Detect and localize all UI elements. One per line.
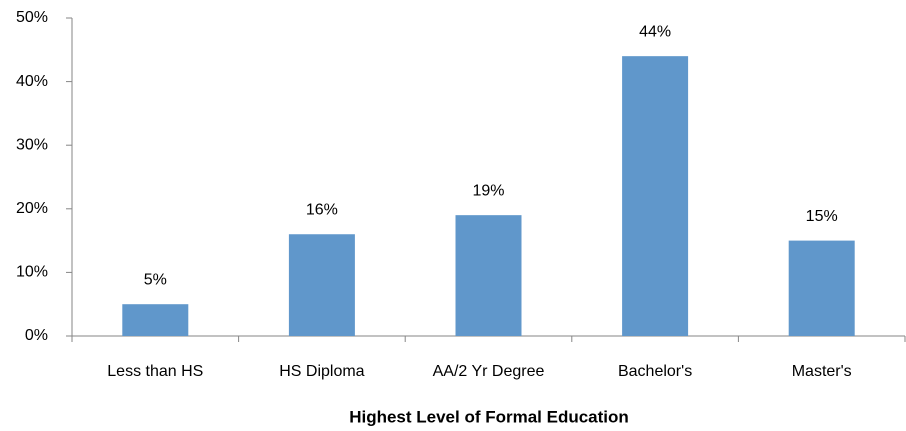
- bar: [122, 304, 189, 336]
- data-label: 15%: [806, 208, 838, 225]
- y-tick-label: 0%: [25, 327, 48, 344]
- bar: [622, 56, 689, 336]
- y-tick-label: 20%: [16, 200, 48, 217]
- x-axis-title: Highest Level of Formal Education: [349, 407, 629, 426]
- y-tick-label: 10%: [16, 264, 48, 281]
- x-tick-label: Bachelor's: [618, 363, 692, 380]
- x-tick-label: AA/2 Yr Degree: [433, 363, 545, 380]
- data-label: 16%: [306, 201, 338, 218]
- x-tick-label: Less than HS: [107, 363, 203, 380]
- bar: [288, 234, 355, 336]
- bar: [455, 215, 522, 336]
- data-label: 5%: [144, 271, 167, 288]
- y-tick-label: 40%: [16, 73, 48, 90]
- data-label: 44%: [639, 23, 671, 40]
- x-tick-label: Master's: [792, 363, 852, 380]
- y-tick-label: 50%: [16, 9, 48, 26]
- x-tick-label: HS Diploma: [279, 363, 364, 380]
- y-tick-label: 30%: [16, 136, 48, 153]
- data-label: 19%: [472, 182, 504, 199]
- bar: [788, 240, 855, 336]
